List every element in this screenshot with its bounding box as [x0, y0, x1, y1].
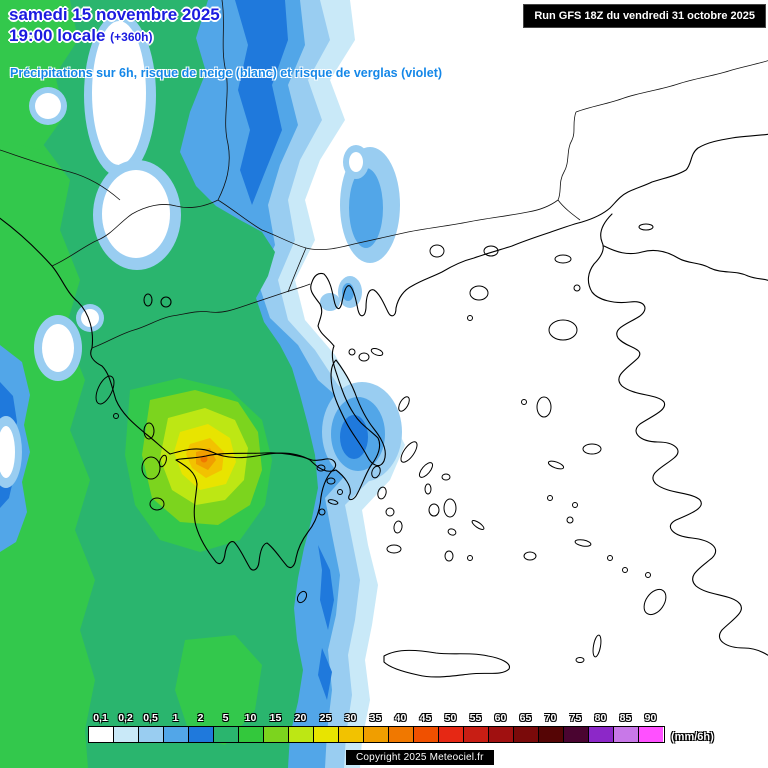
forecast-time-local: 19:00 locale — [9, 26, 106, 45]
legend-cell — [214, 727, 239, 742]
legend-cell — [414, 727, 439, 742]
legend-cell — [164, 727, 189, 742]
legend-cell — [389, 727, 414, 742]
copyright-bar: Copyright 2025 Meteociel.fr — [346, 750, 494, 765]
precipitation-legend: 0,1 0,2 0,5 1 2 5 10 15 20 25 30 35 40 45 50 55 60 65 70 75… — [88, 712, 665, 743]
legend-value: 80 — [594, 712, 607, 724]
legend-values: 0,1 0,2 0,5 1 2 5 10 15 20 25 30 35 40 45 50 55 60 65 70 75… — [88, 712, 665, 724]
legend-cell — [564, 727, 589, 742]
legend-cell — [189, 727, 214, 742]
legend-value: 2 — [197, 712, 204, 724]
lake-prespa — [160, 296, 172, 308]
legend-value: 85 — [619, 712, 632, 724]
legend-value: 0,5 — [143, 712, 158, 724]
legend-cell — [364, 727, 389, 742]
legend-cell — [489, 727, 514, 742]
legend-value: 40 — [394, 712, 407, 724]
legend-value: 65 — [519, 712, 532, 724]
legend-cell — [614, 727, 639, 742]
coast-balkans-greece — [0, 133, 768, 501]
legend-value: 25 — [319, 712, 332, 724]
run-info-box: Run GFS 18Z du vendredi 31 octobre 2025 — [523, 4, 766, 28]
legend-value: 75 — [569, 712, 582, 724]
legend-cell — [339, 727, 364, 742]
run-info-label: Run GFS 18Z du vendredi 31 octobre 2025 — [534, 10, 755, 22]
legend-cell — [289, 727, 314, 742]
legend-value: 5 — [222, 712, 229, 724]
legend-value: 60 — [494, 712, 507, 724]
map-subtitle: Précipitations sur 6h, risque de neige (… — [10, 66, 443, 80]
copyright-text: Copyright 2025 Meteociel.fr — [356, 752, 484, 763]
legend-cell — [239, 727, 264, 742]
legend-value: 20 — [294, 712, 307, 724]
legend-cell — [314, 727, 339, 742]
legend-unit: (mm/6h) — [671, 731, 714, 743]
coastlines — [0, 133, 768, 678]
legend-value: 55 — [469, 712, 482, 724]
title-block: samedi 15 novembre 2025 19:00 locale (+3… — [9, 4, 220, 48]
legend-value: 35 — [369, 712, 382, 724]
legend-value: 0,2 — [118, 712, 133, 724]
islands — [95, 223, 667, 663]
legend-cell — [89, 727, 114, 742]
forecast-offset: (+360h) — [110, 30, 153, 44]
precipitation-layer — [0, 0, 405, 768]
country-borders — [0, 0, 768, 349]
legend-cell — [589, 727, 614, 742]
legend-cell — [114, 727, 139, 742]
legend-cell — [264, 727, 289, 742]
legend-value: 15 — [269, 712, 282, 724]
legend-value: 50 — [444, 712, 457, 724]
legend-value: 0,1 — [93, 712, 108, 724]
legend-cell — [464, 727, 489, 742]
lake-ohrid — [143, 293, 153, 307]
coast-euboea — [330, 359, 386, 467]
coast-peloponnese — [175, 452, 337, 571]
forecast-date: samedi 15 novembre 2025 — [9, 5, 220, 24]
coast-marmara-south — [603, 245, 768, 281]
legend-value: 1 — [172, 712, 179, 724]
legend-value: 90 — [644, 712, 657, 724]
legend-colorbar — [88, 726, 665, 743]
coast-turkey-west — [587, 213, 768, 656]
legend-value: 45 — [419, 712, 432, 724]
legend-cell — [639, 727, 663, 742]
legend-cell — [539, 727, 564, 742]
legend-value: 10 — [244, 712, 257, 724]
legend-cell — [139, 727, 164, 742]
legend-cell — [439, 727, 464, 742]
forecast-time: 19:00 locale (+360h) — [9, 25, 220, 48]
coast-crete — [383, 649, 510, 678]
legend-cell — [514, 727, 539, 742]
legend-value: 70 — [544, 712, 557, 724]
legend-value: 30 — [344, 712, 357, 724]
